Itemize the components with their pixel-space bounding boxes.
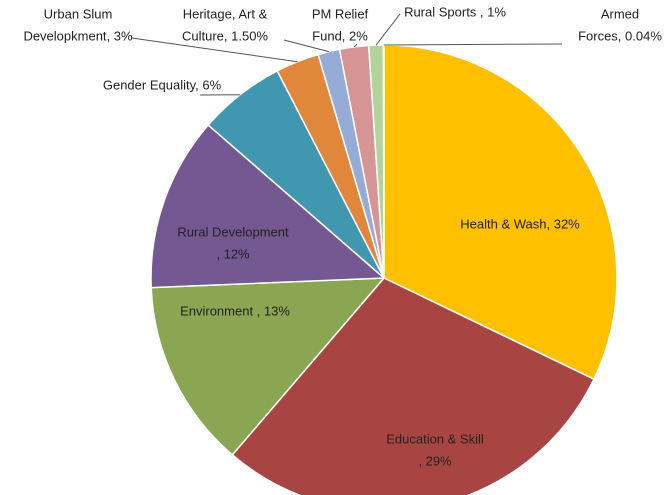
slice-label: Rural Development xyxy=(177,224,289,239)
leader-line xyxy=(383,43,563,46)
leader-line xyxy=(131,37,298,63)
leader-line xyxy=(353,43,358,48)
pie-slice xyxy=(150,123,386,289)
slice-label: Culture, 1.50% xyxy=(182,28,268,43)
pie-slice xyxy=(382,44,385,279)
pie-slice xyxy=(383,44,618,381)
slice-label: Health & Wash, 32% xyxy=(460,216,580,231)
slice-label: Forces, 0.04% xyxy=(578,28,662,43)
slice-label: Armed xyxy=(601,6,639,21)
slice-label: , 12% xyxy=(216,246,250,261)
slice-label: Environment , 13% xyxy=(180,303,290,318)
leader-line xyxy=(283,39,329,53)
leader-line xyxy=(375,13,401,46)
slice-label: Developkment, 3% xyxy=(23,28,133,43)
pie-slice xyxy=(231,277,595,495)
slice-label: Education & Skill xyxy=(386,431,484,446)
slice-label: Rural Sports , 1% xyxy=(404,4,506,19)
slice-label: , 29% xyxy=(418,453,452,468)
slice-label: Gender Equality, 6% xyxy=(103,77,222,92)
slice-label: Fund, 2% xyxy=(312,28,368,43)
pie-slice xyxy=(150,277,386,456)
slice-label: PM Relief xyxy=(312,6,369,21)
slice-label: Urban Slum xyxy=(44,6,113,21)
slice-label: Heritage, Art & xyxy=(183,6,268,21)
